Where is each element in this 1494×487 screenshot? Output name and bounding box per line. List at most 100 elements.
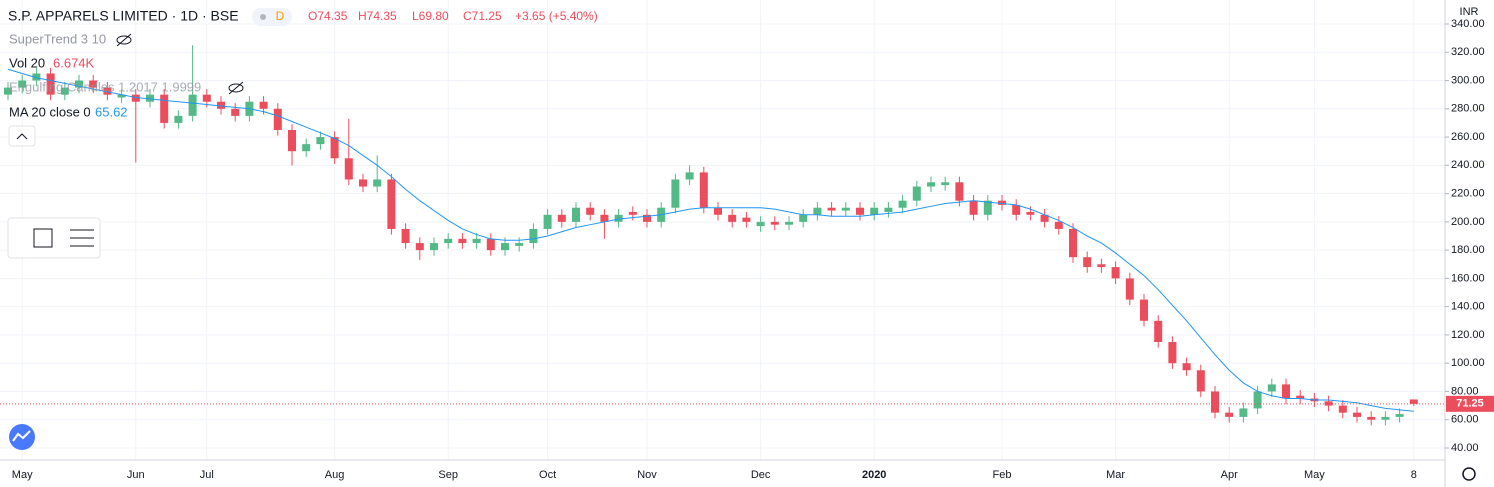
- candle-body: [628, 211, 637, 215]
- x-tick-label: Nov: [637, 469, 657, 481]
- candle-body: [927, 182, 935, 187]
- candle-body: [1367, 416, 1376, 420]
- candle-body: [501, 243, 509, 251]
- candle-body: [742, 217, 751, 222]
- axes: 40.00 60.00 80.00 100.00 120.00 140.00 160.00 1…: [12, 18, 1494, 481]
- y-tick-label: 140.00: [1451, 301, 1485, 313]
- candle-body: [259, 101, 268, 109]
- candle-body: [103, 87, 112, 95]
- candle-body: [1140, 299, 1148, 321]
- candle-body: [813, 207, 822, 215]
- candle-body: [1125, 278, 1134, 300]
- y-tick-label: 60.00: [1451, 414, 1479, 426]
- drawing-toolbar: [7, 217, 101, 259]
- y-tick-label: 40.00: [1451, 442, 1479, 454]
- candle-body: [1211, 391, 1219, 413]
- y-tick-label: 340.00: [1451, 18, 1485, 30]
- candle-body: [685, 172, 694, 180]
- candle-body: [1296, 395, 1305, 399]
- x-tick-label: May: [12, 469, 33, 481]
- collapse-button[interactable]: [8, 125, 36, 147]
- y-tick-label: 180.00: [1451, 244, 1485, 256]
- candle-body: [188, 94, 197, 116]
- candle-body: [117, 94, 126, 98]
- candle-body: [217, 101, 225, 109]
- candle-body: [302, 144, 311, 152]
- candle-body: [373, 179, 382, 187]
- y-tick-label: 220.00: [1451, 188, 1485, 200]
- x-tick-label: Mar: [1106, 469, 1125, 481]
- y-tick-label: 260.00: [1451, 131, 1485, 143]
- x-tick-label: May: [1304, 469, 1325, 481]
- y-tick-label: 200.00: [1451, 216, 1485, 228]
- candle-body: [543, 214, 552, 229]
- candle-body: [572, 207, 580, 222]
- candle-body: [146, 94, 154, 102]
- y-tick-label: 100.00: [1451, 357, 1485, 369]
- candle-body: [1239, 408, 1248, 417]
- candle-body: [46, 73, 55, 95]
- candle-body: [430, 243, 438, 251]
- candle-body: [344, 158, 353, 180]
- candle-body: [231, 108, 240, 116]
- candle-body: [32, 73, 41, 81]
- collapse-icon: [16, 133, 28, 140]
- badge-dot: [260, 14, 266, 20]
- candle-body: [444, 238, 453, 244]
- x-tick-label: 8: [1411, 469, 1417, 481]
- candle-body: [870, 207, 879, 215]
- candle-body: [643, 214, 651, 222]
- settings[interactable]: [1462, 467, 1476, 481]
- ohlc: +3.65 (+5.40%): [515, 9, 598, 23]
- hide-icon[interactable]: [116, 33, 132, 47]
- candle-body: [1409, 399, 1418, 404]
- candle-body: [856, 207, 864, 215]
- candle-body: [415, 243, 424, 251]
- indicator[interactable]: MA 20 close 0: [9, 104, 91, 119]
- y-tick-label: 80.00: [1451, 385, 1479, 397]
- candle-body: [486, 238, 495, 251]
- rect-tool[interactable]: [33, 228, 53, 248]
- candle-body: [827, 207, 836, 211]
- candle-body: [969, 200, 978, 215]
- badge-bg[interactable]: [252, 8, 292, 26]
- candle-body: [714, 207, 722, 215]
- y-tick-label: 320.00: [1451, 46, 1485, 58]
- x-tick-label: Aug: [325, 469, 345, 481]
- hide-icon[interactable]: [228, 81, 244, 95]
- candle-body: [785, 221, 793, 225]
- candle-body: [401, 228, 410, 244]
- candle-body: [1054, 221, 1063, 229]
- candle-body: [60, 87, 69, 95]
- candle-body: [1253, 391, 1262, 409]
- indicator[interactable]: Vol 20: [9, 55, 45, 70]
- x-tick-label: Dec: [751, 469, 771, 481]
- candle-body: [316, 137, 325, 145]
- candle-body: [359, 179, 367, 187]
- candle-body: [202, 94, 211, 102]
- candle-body: [1381, 416, 1390, 420]
- candle-body: [273, 108, 282, 130]
- candle-body: [998, 200, 1006, 205]
- candle-body: [1083, 257, 1092, 268]
- candle-body: [174, 115, 183, 123]
- x-tick-label: Sep: [438, 469, 458, 481]
- candle-body: [1182, 363, 1191, 371]
- candle-body: [1282, 384, 1290, 399]
- fib-tool[interactable]: [70, 229, 94, 247]
- candle-body: [586, 207, 595, 215]
- y-tick-label: 300.00: [1451, 74, 1485, 86]
- candle-body: [614, 214, 623, 222]
- candle-body: [898, 200, 907, 208]
- indicator[interactable]: Engulfing Candles 1.2017 1.9999: [9, 79, 201, 94]
- candle-body: [387, 179, 396, 229]
- indicator[interactable]: SuperTrend 3 10: [9, 31, 106, 46]
- candle-body: [89, 80, 98, 88]
- candle-body: [472, 238, 481, 244]
- ohlc: O74.35: [308, 9, 348, 23]
- ohlc: L69.80: [412, 9, 449, 23]
- candle-body: [728, 214, 737, 222]
